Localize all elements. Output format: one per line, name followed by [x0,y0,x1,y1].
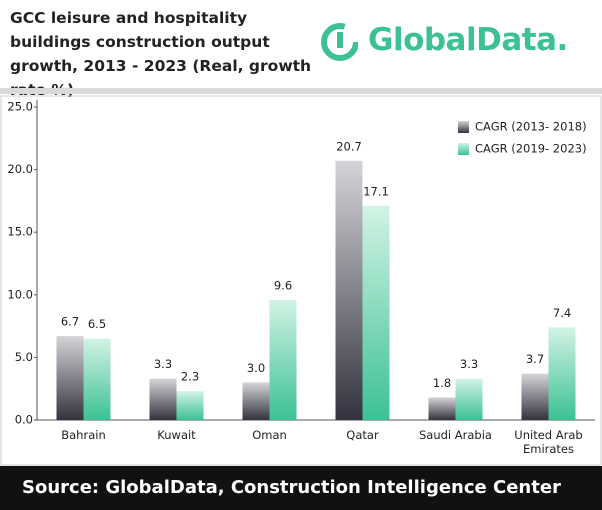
plot-frame [0,95,602,466]
x-tick-label: Saudi Arabia [419,428,492,442]
value-label: 3.3 [460,357,478,371]
logo-icon [321,23,358,61]
bar [176,391,204,420]
y-tick-label: 20.0 [7,162,33,176]
x-tick-label: Bahrain [61,428,106,442]
value-label: 1.8 [433,376,451,390]
bar [83,338,111,420]
value-label: 17.1 [363,184,389,198]
bar [56,336,84,420]
value-label: 6.7 [61,315,79,329]
legend-swatch [458,143,469,155]
value-label: 3.7 [526,352,544,366]
separator [0,88,602,94]
chart: 0.0 5.0 10.0 15.0 20.0 25.0 6.7 6.5 3.3 2.3 3.0 9.6… [0,95,602,466]
y-tick-label: 5.0 [15,350,33,364]
y-tick-label: 15.0 [7,225,33,239]
bar [269,299,297,420]
bar [335,160,363,420]
value-label: 3.0 [247,361,265,375]
x-tick-label: Kuwait [157,428,196,442]
logo: GlobalData. [368,22,568,58]
y-tick-label: 0.0 [15,413,33,427]
value-label: 20.7 [336,139,362,153]
y-tick-label: 25.0 [7,100,33,114]
bar [149,378,177,420]
legend-swatch [458,121,469,133]
value-label: 7.4 [553,306,571,320]
legend-label: CAGR (2013- 2018) [475,120,587,134]
x-tick-label: Qatar [346,428,379,442]
value-label: 3.3 [154,357,172,371]
value-label: 9.6 [274,278,292,292]
y-tick-label: 10.0 [7,287,33,301]
bar [548,327,576,420]
bar [521,373,549,420]
bar [455,378,483,420]
source: Source: GlobalData, Construction Intelli… [0,466,602,510]
value-label: 6.5 [88,317,106,331]
legend-label: CAGR (2019- 2023) [475,142,587,156]
x-tick-label: Oman [252,428,287,442]
bar [428,397,456,420]
x-tick-label: United Arab Emirates [514,428,583,456]
bar [242,382,270,420]
bar [362,205,390,420]
value-label: 2.3 [181,370,199,384]
